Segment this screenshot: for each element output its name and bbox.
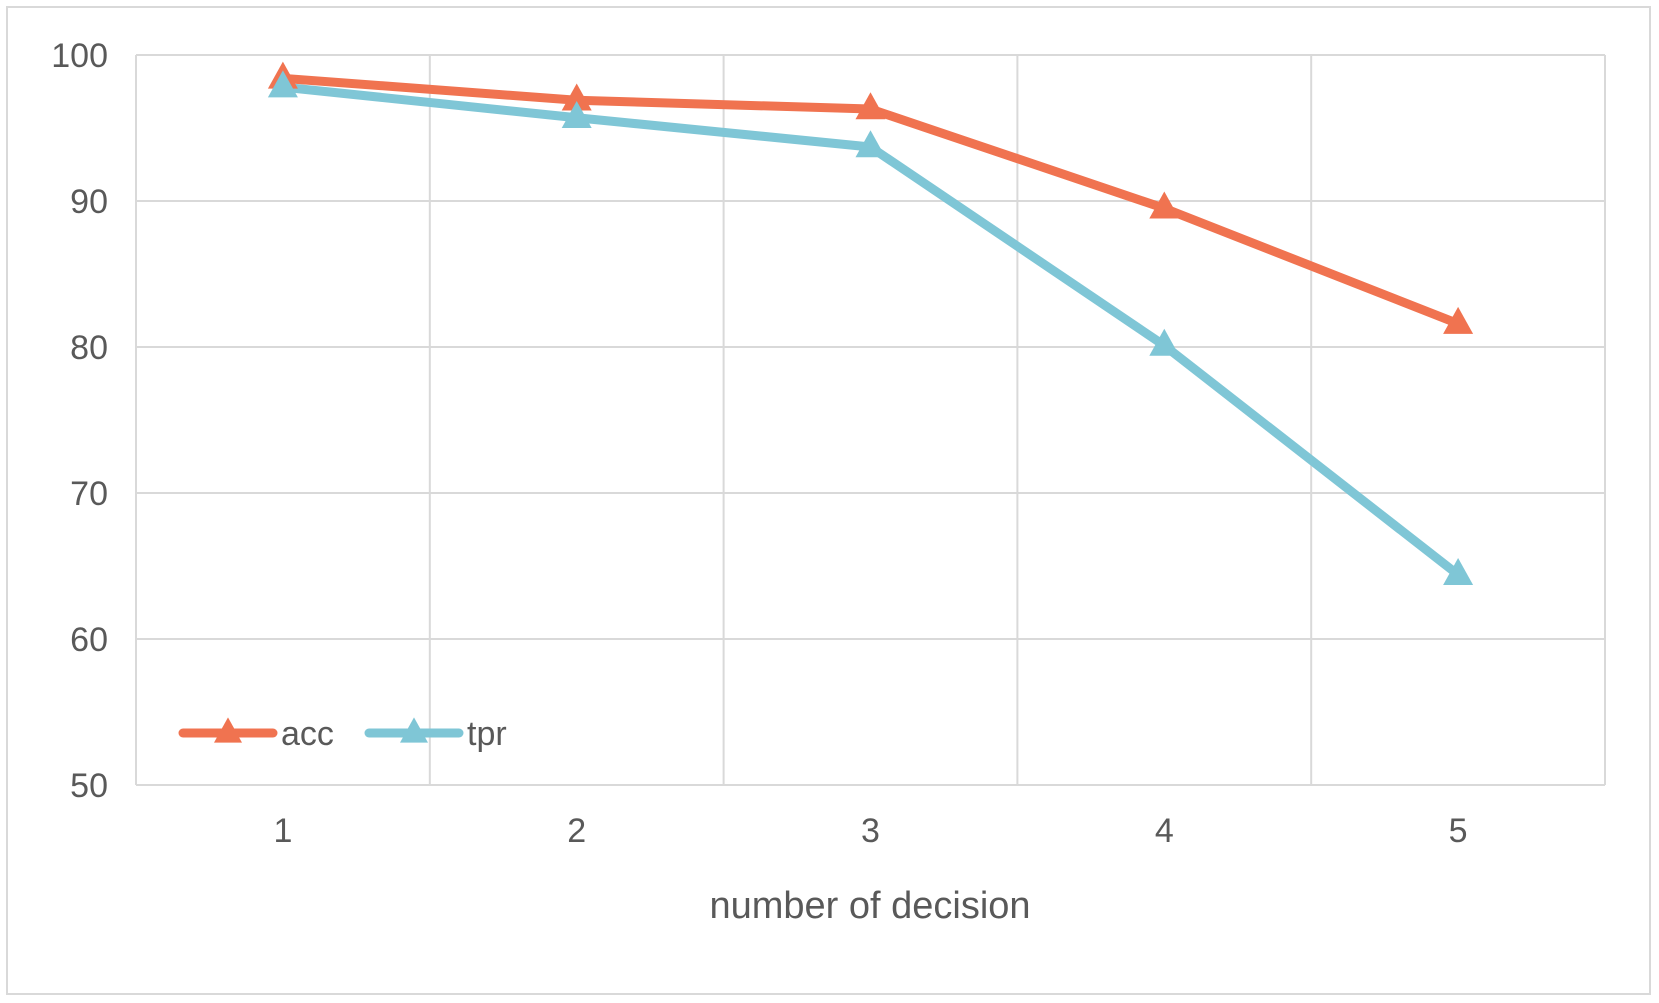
data-point-tpr (267, 70, 298, 98)
data-point-tpr (1443, 558, 1474, 586)
legend-label-acc: acc (281, 715, 334, 753)
x-tick-label: 3 (861, 812, 880, 850)
chart-frame (6, 6, 1651, 995)
y-tick-label: 90 (70, 183, 108, 221)
legend-marker-acc (214, 717, 242, 743)
y-tick-label: 70 (70, 475, 108, 513)
series-lines (267, 61, 1474, 586)
x-tick-label: 2 (567, 812, 586, 850)
gridlines (135, 54, 1606, 786)
x-tick-label: 1 (273, 812, 292, 850)
y-tick-label: 50 (70, 767, 108, 805)
y-tick-label: 80 (70, 329, 108, 367)
data-point-acc (1149, 191, 1180, 219)
data-point-acc (1443, 306, 1474, 334)
series-line-tpr (278, 82, 1463, 580)
data-point-acc (561, 83, 592, 111)
data-point-tpr (561, 101, 592, 129)
x-tick-label: 4 (1155, 812, 1174, 850)
data-point-tpr (1149, 328, 1180, 356)
data-point-tpr (855, 130, 886, 158)
legend-marker-tpr (400, 717, 428, 743)
x-tick-label: 5 (1449, 812, 1468, 850)
x-axis-title: number of decision (709, 885, 1030, 927)
data-point-acc (855, 92, 886, 120)
legend-label-tpr: tpr (467, 715, 507, 753)
legend: acc tpr (178, 715, 507, 753)
axes: 50 60 70 80 90 100 1 2 3 4 5 (51, 37, 1467, 850)
y-tick-label: 60 (70, 621, 108, 659)
y-tick-label: 100 (51, 37, 108, 75)
